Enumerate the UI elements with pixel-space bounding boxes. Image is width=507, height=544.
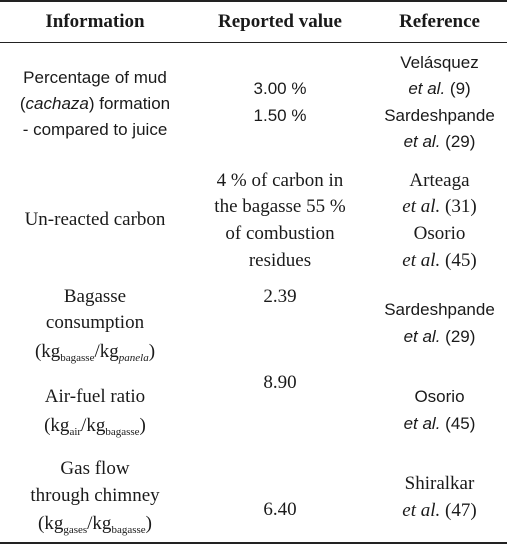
cell-line: Gas flow (60, 458, 130, 479)
top-rule (0, 0, 507, 2)
text: /kg (87, 513, 112, 534)
text: ) (139, 415, 146, 436)
cell-line: Shiralkar (404, 473, 475, 494)
cell-line: Osorio (413, 223, 466, 244)
cell-line: (kgbagasse/kgpanela) (0, 340, 190, 364)
cell-line: (cachaza) formation (0, 92, 190, 116)
cell-line: 1.50 % (253, 106, 307, 125)
cell-line: Sardeshpande (384, 106, 495, 125)
header-rule (0, 42, 507, 43)
text: (kg (44, 415, 70, 436)
cell-line: et al. (31) (372, 195, 507, 219)
text: (45) (445, 250, 477, 271)
cell-line: consumption (45, 312, 145, 333)
text: /kg (94, 341, 119, 362)
text: panela (118, 352, 149, 364)
cell-line: Velásquez (400, 53, 479, 72)
subscript: panela (119, 352, 149, 364)
text: (45) (445, 414, 476, 433)
subscript: air (69, 426, 82, 438)
text: (47) (445, 500, 477, 521)
subscript: bagasse (111, 524, 146, 536)
cell-line: Osorio (414, 387, 465, 406)
subscript: bagasse (105, 426, 140, 438)
text: ) (148, 341, 156, 362)
column-header: Reported value (217, 11, 342, 32)
text: (29) (445, 327, 476, 346)
text: et al. (403, 327, 441, 346)
cell-line: Air-fuel ratio (44, 386, 146, 407)
cell-line: Un-reacted carbon (24, 209, 166, 230)
text: et al. (402, 250, 441, 271)
text: et al. (402, 196, 441, 217)
cell-line: Sardeshpande (384, 300, 495, 319)
text: (9) (449, 79, 471, 98)
subscript: gases (63, 524, 88, 536)
subscript: bagasse (60, 352, 95, 364)
cell-line: 4 % of carbon in (216, 170, 344, 191)
text: et al. (403, 132, 441, 151)
text: cachaza (25, 94, 89, 113)
cell-line: et al. (29) (372, 130, 507, 154)
text: ( (19, 94, 26, 113)
text: /kg (81, 415, 106, 436)
column-header: Reference (399, 11, 480, 32)
column-header: Information (45, 11, 145, 32)
cell-line: 2.39 (263, 286, 297, 307)
cell-line: (kggases/kgbagasse) (0, 512, 190, 536)
text: et al. (408, 79, 446, 98)
text: et al. (403, 414, 441, 433)
cell-line: Arteaga (409, 170, 470, 191)
cell-line: of combustion (225, 223, 335, 244)
cell-line: (kgair/kgbagasse) (0, 414, 190, 438)
cell-line: et al. (9) (372, 77, 507, 101)
text: (kg (38, 513, 64, 534)
cell-line: Bagasse (63, 286, 127, 307)
text: (kg (34, 341, 61, 362)
cell-line: 3.00 % (253, 79, 307, 98)
cell-line: et al. (45) (372, 249, 507, 273)
cell-line: through chimney (30, 485, 160, 506)
cell-line: et al. (29) (372, 325, 507, 349)
text: ) (145, 513, 152, 534)
cell-line: 6.40 (263, 499, 297, 520)
cell-line: the bagasse 55 % (214, 196, 346, 217)
text: (31) (445, 196, 477, 217)
cell-line: Percentage of mud (23, 68, 167, 87)
cell-line: 8.90 (263, 372, 297, 393)
text: et al. (402, 500, 441, 521)
bottom-rule (0, 542, 507, 544)
text: (29) (445, 132, 476, 151)
text: ) formation (88, 94, 171, 113)
cell-line: et al. (47) (372, 499, 507, 523)
cell-line: - compared to juice (22, 120, 168, 139)
cell-line: residues (248, 250, 312, 271)
cell-line: et al. (45) (372, 412, 507, 436)
